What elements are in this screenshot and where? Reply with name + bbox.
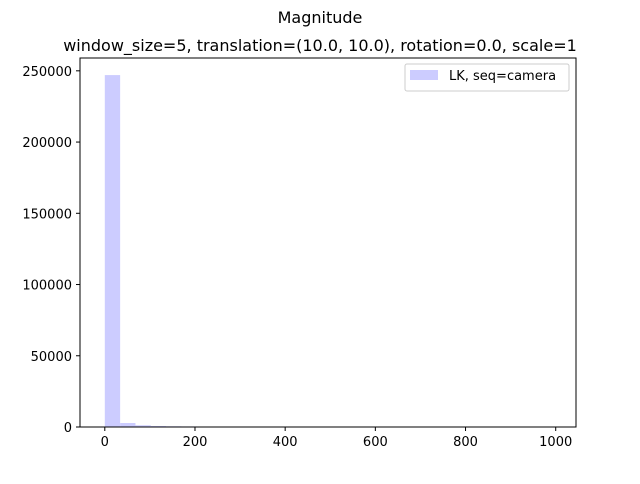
x-tick-label: 1000: [539, 435, 572, 450]
x-tick-label: 800: [453, 435, 478, 450]
histogram-bar: [105, 75, 120, 427]
x-tick-label: 600: [363, 435, 388, 450]
x-tick-label: 400: [273, 435, 298, 450]
x-tick-label: 200: [183, 435, 208, 450]
x-axis: 0 200 400 600 800 1000: [101, 427, 573, 450]
bar-group: [105, 75, 274, 427]
x-tick-label: 0: [101, 435, 109, 450]
y-tick-label: 100000: [22, 279, 72, 294]
y-axis: 0 50000 100000 150000 200000 250000: [22, 65, 80, 436]
y-tick-label: 50000: [31, 350, 72, 365]
legend: LK, seq=camera: [405, 64, 569, 91]
legend-label: LK, seq=camera: [449, 69, 556, 84]
histogram-bar: [120, 423, 135, 427]
y-tick-label: 0: [64, 421, 72, 436]
plot-frame: [80, 58, 576, 427]
chart-title: Magnitude: [278, 8, 363, 27]
legend-swatch: [410, 70, 438, 80]
y-tick-label: 200000: [22, 136, 72, 151]
y-tick-label: 250000: [22, 65, 72, 80]
chart-subtitle: window_size=5, translation=(10.0, 10.0),…: [63, 36, 577, 56]
y-tick-label: 150000: [22, 207, 72, 222]
